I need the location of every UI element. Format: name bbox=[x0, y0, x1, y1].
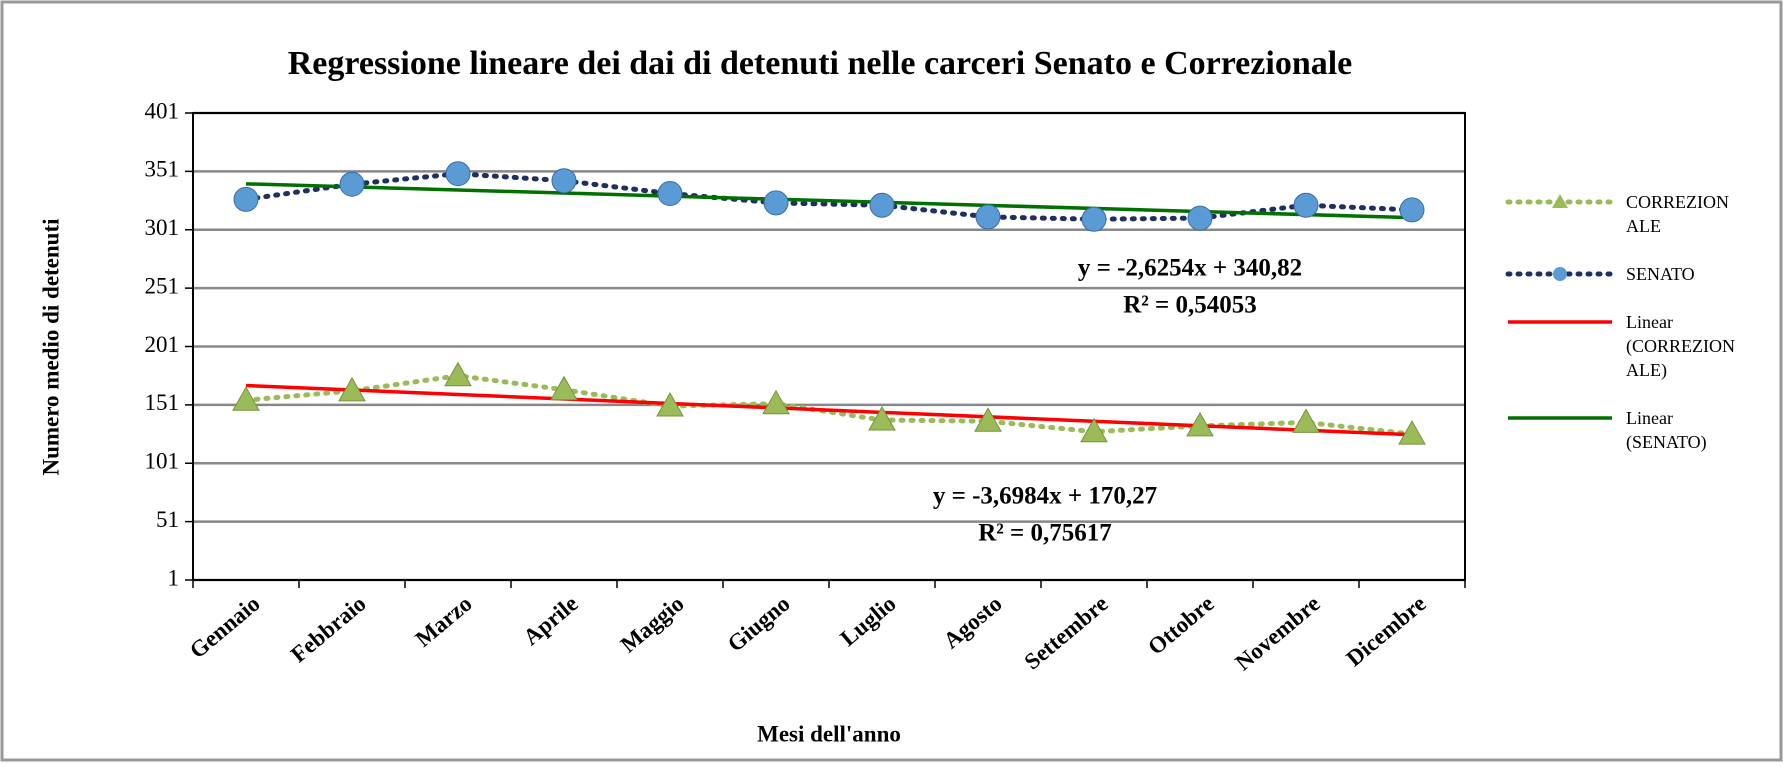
marker bbox=[1080, 417, 1108, 443]
marker bbox=[1081, 206, 1107, 232]
trendline bbox=[245, 182, 1413, 220]
y-tick-label: 151 bbox=[145, 390, 180, 415]
annotation: y = -3,6984x + 170,27 bbox=[933, 483, 1157, 510]
y-tick-label: 201 bbox=[145, 332, 180, 357]
trendline bbox=[245, 383, 1413, 437]
legend-label: Linear (CORREZIONALE) bbox=[1626, 312, 1735, 380]
y-tick-label: 351 bbox=[145, 157, 180, 182]
marker bbox=[868, 406, 896, 431]
marker bbox=[1398, 420, 1426, 445]
y-axis-title: Numero medio di detenuti bbox=[38, 218, 63, 476]
marker bbox=[550, 375, 578, 401]
legend-symbol bbox=[1508, 320, 1612, 324]
marker bbox=[1399, 197, 1425, 223]
y-tick-label: 101 bbox=[145, 449, 180, 474]
marker bbox=[444, 361, 472, 387]
marker bbox=[656, 392, 684, 417]
legend-label: CORREZIONALE bbox=[1626, 192, 1729, 236]
marker bbox=[338, 376, 366, 402]
legend-label: SENATO bbox=[1626, 264, 1695, 284]
marker bbox=[1187, 205, 1213, 231]
y-tick-label: 1 bbox=[168, 565, 180, 590]
y-tick-label: 251 bbox=[145, 273, 180, 298]
annotation: R² = 0,54053 bbox=[1123, 292, 1257, 319]
legend-entry: CORREZIONALE bbox=[1500, 190, 1770, 238]
chart-title: Regressione lineare dei dai di detenuti … bbox=[288, 45, 1353, 82]
legend-symbol bbox=[1505, 194, 1615, 208]
marker bbox=[1186, 411, 1214, 437]
marker bbox=[445, 161, 471, 187]
y-tick-label: 401 bbox=[145, 98, 180, 123]
marker bbox=[869, 192, 895, 218]
marker bbox=[551, 168, 577, 194]
y-tick-label: 51 bbox=[156, 507, 179, 532]
legend-entry: Linear (SENATO) bbox=[1500, 406, 1770, 454]
marker bbox=[974, 407, 1002, 432]
legend-entry: SENATO bbox=[1500, 262, 1770, 286]
marker bbox=[763, 190, 789, 216]
marker bbox=[233, 186, 259, 212]
marker bbox=[975, 204, 1001, 230]
legend-symbol bbox=[1505, 267, 1615, 281]
annotation: R² = 0,75617 bbox=[978, 520, 1112, 547]
legend-label: Linear (SENATO) bbox=[1626, 408, 1707, 452]
legend: CORREZIONALE SENATO Linear (CORREZIONALE) L… bbox=[1500, 190, 1770, 478]
marker bbox=[1293, 192, 1319, 218]
legend-symbol bbox=[1508, 416, 1612, 420]
legend-marker bbox=[1552, 194, 1568, 208]
y-tick-label: 301 bbox=[145, 215, 180, 240]
x-axis-title: Mesi dell'anno bbox=[757, 721, 901, 746]
marker bbox=[339, 171, 365, 197]
annotation: y = -2,6254x + 340,82 bbox=[1078, 255, 1302, 282]
legend-entry: Linear (CORREZIONALE) bbox=[1500, 310, 1770, 382]
legend-marker bbox=[1553, 267, 1567, 281]
marker bbox=[657, 181, 683, 207]
marker bbox=[232, 386, 260, 411]
marker bbox=[1292, 408, 1320, 433]
marker bbox=[762, 389, 790, 415]
